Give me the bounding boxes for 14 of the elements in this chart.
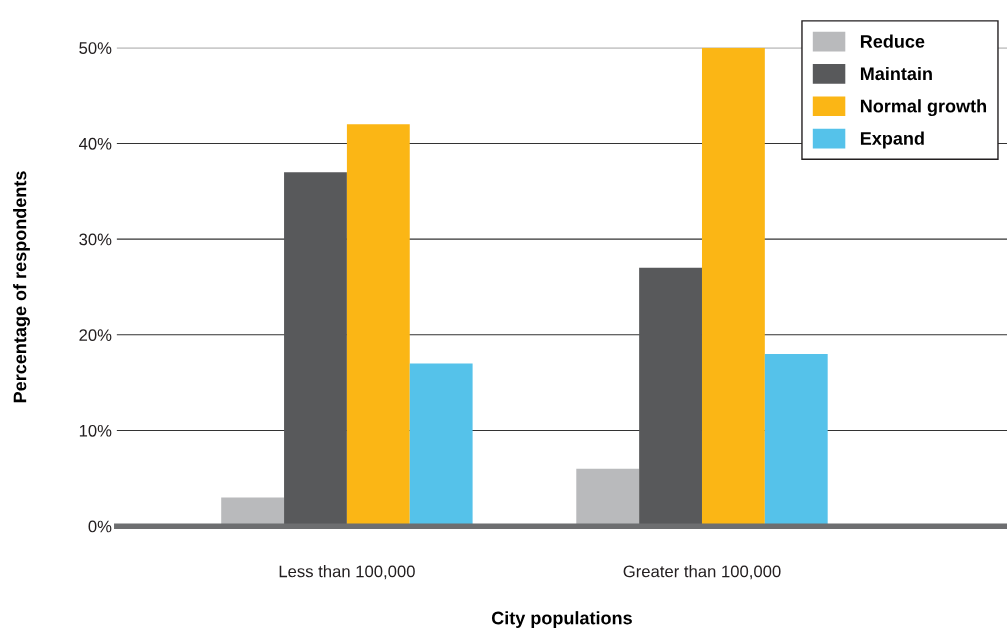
legend-label: Normal growth bbox=[860, 99, 987, 117]
legend-label: Maintain bbox=[860, 66, 932, 81]
y-tick-label: 20% bbox=[79, 329, 112, 342]
y-axis-title: Percentage of respondents bbox=[13, 171, 30, 403]
y-tick-label: 30% bbox=[79, 233, 112, 246]
y-tick-label: 50% bbox=[79, 42, 112, 54]
x-axis-title: City populations bbox=[491, 611, 632, 628]
legend-label: Reduce bbox=[860, 34, 925, 48]
y-tick-label: 40% bbox=[78, 137, 112, 150]
legend-label: Expand bbox=[860, 131, 924, 149]
x-tick-label: Greater than 100,000 bbox=[623, 565, 781, 580]
x-tick-label: Less than 100,000 bbox=[279, 565, 415, 580]
y-tick-label: 0% bbox=[88, 520, 112, 533]
y-tick-label: 10% bbox=[79, 424, 112, 437]
